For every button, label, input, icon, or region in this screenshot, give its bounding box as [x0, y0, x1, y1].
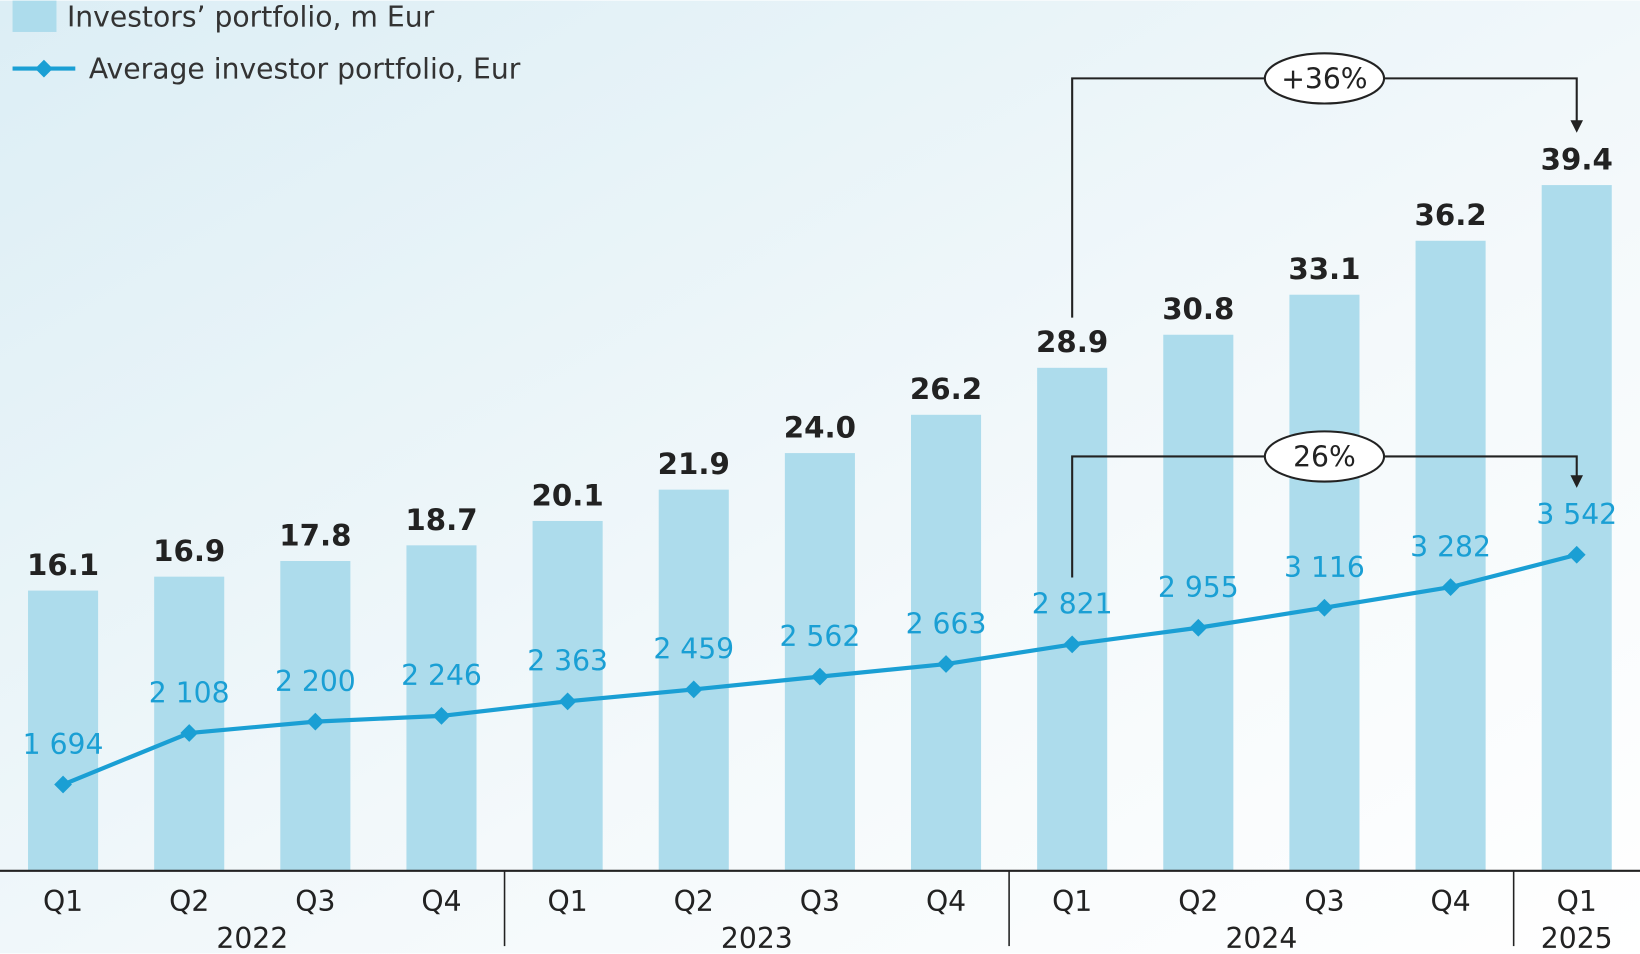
bar-value-label: 20.1 — [532, 478, 604, 512]
legend: Investors’ portfolio, m Eur Average inve… — [12, 0, 521, 86]
bar — [784, 453, 855, 871]
line-marker — [811, 667, 829, 686]
bar — [28, 590, 99, 871]
x-tick-label: Q3 — [295, 885, 335, 918]
line-value-label: 1 694 — [23, 728, 104, 761]
line-value-label: 3 542 — [1536, 498, 1617, 531]
year-label: 2024 — [1225, 922, 1297, 954]
bar-value-label: 16.9 — [153, 534, 225, 568]
x-tick-label: Q2 — [169, 885, 209, 918]
bar-value-label: 18.7 — [405, 503, 477, 537]
line-value-label: 2 108 — [149, 676, 230, 709]
legend-marker — [35, 59, 53, 78]
bar — [910, 414, 982, 871]
x-tick-label: Q4 — [421, 885, 461, 918]
bar-value-label: 26.2 — [910, 372, 982, 406]
line-marker — [1567, 545, 1586, 564]
line-marker — [1189, 618, 1208, 637]
bar-value-label: 28.9 — [1036, 325, 1108, 359]
year-label: 2022 — [216, 922, 288, 954]
line-value-label: 2 955 — [1158, 571, 1239, 604]
legend-swatch — [12, 0, 57, 32]
line-value-label: 2 246 — [401, 659, 482, 692]
line-value-label: 3 116 — [1284, 551, 1365, 584]
bar-value-label: 36.2 — [1414, 198, 1486, 232]
x-tick-label: Q3 — [1304, 885, 1344, 918]
x-tick-label: Q1 — [1557, 885, 1597, 918]
bar-value-label: 24.0 — [784, 411, 856, 445]
annotation-arrow — [1570, 475, 1583, 488]
line-value-label: 2 663 — [906, 607, 987, 640]
bar — [1415, 240, 1486, 871]
line-marker — [1441, 578, 1460, 596]
line-value-label: 2 200 — [275, 665, 356, 698]
bar — [658, 489, 729, 871]
x-tick-label: Q4 — [926, 885, 966, 918]
bar-value-label: 30.8 — [1162, 292, 1234, 326]
bar — [1037, 367, 1108, 871]
annotation-arrow — [1570, 120, 1583, 133]
x-tick-label: Q2 — [674, 885, 714, 918]
x-tick-label: Q3 — [800, 885, 840, 918]
year-label: 2023 — [721, 922, 793, 954]
bar — [1163, 334, 1234, 871]
x-tick-label: Q1 — [1052, 885, 1092, 918]
legend-label: Investors’ portfolio, m Eur — [67, 0, 435, 33]
bar — [1541, 185, 1612, 871]
bar-value-label: 33.1 — [1288, 252, 1360, 286]
line-marker — [684, 680, 703, 699]
line-value-label: 2 562 — [779, 620, 860, 653]
annotation-bubble — [1263, 52, 1386, 105]
x-tick-label: Q4 — [1430, 885, 1470, 918]
year-label: 2025 — [1541, 922, 1613, 954]
line-marker — [54, 775, 72, 794]
legend-label: Average investor portfolio, Eur — [89, 53, 521, 86]
bar — [1289, 294, 1360, 871]
line-value-label: 2 363 — [527, 645, 608, 678]
line-value-label: 2 459 — [653, 633, 734, 666]
bar-value-label: 21.9 — [658, 447, 730, 481]
x-tick-label: Q1 — [548, 885, 588, 918]
line-value-label: 2 821 — [1032, 588, 1113, 621]
x-tick-label: Q1 — [43, 885, 83, 918]
x-tick-label: Q2 — [1178, 885, 1218, 918]
annotation-text: 26% — [1293, 441, 1356, 474]
annotation-bubble — [1263, 430, 1386, 483]
bar-value-label: 39.4 — [1541, 143, 1613, 177]
annotation-text: +36% — [1281, 62, 1367, 95]
bar — [154, 576, 225, 871]
line-value-label: 3 282 — [1410, 530, 1491, 563]
bar-value-label: 17.8 — [279, 518, 351, 552]
bar-value-label: 16.1 — [27, 548, 99, 582]
